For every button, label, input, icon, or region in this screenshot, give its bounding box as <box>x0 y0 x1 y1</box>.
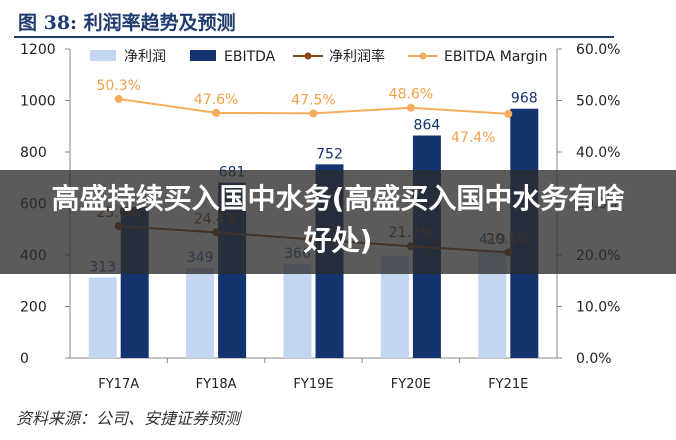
x-tick-label: FY18A <box>196 377 237 392</box>
legend-marker <box>419 52 427 60</box>
x-tick-label: FY21E <box>488 377 528 392</box>
legend-label: 净利润率 <box>329 48 385 65</box>
y-right-tick-label: 0.0% <box>576 351 612 367</box>
x-tick-label: FY19E <box>293 377 333 392</box>
y-right-tick-label: 50.0% <box>576 94 620 110</box>
line-point <box>212 108 221 117</box>
x-tick-label: FY17A <box>98 377 139 392</box>
bar <box>283 263 312 358</box>
line-label: 50.3% <box>96 78 140 94</box>
legend-label: EBITDA <box>224 49 276 65</box>
y-right-tick-label: 10.0% <box>576 300 620 316</box>
y-right-tick-label: 60.0% <box>576 42 620 58</box>
overlay-headline: 高盛持续买入国中水务(高盛买入国中水务有啥好处) <box>51 182 625 257</box>
bar <box>88 277 117 358</box>
legend-swatch <box>90 50 116 61</box>
legend-label: EBITDA Margin <box>444 49 548 65</box>
x-tick-label: FY20E <box>391 377 431 392</box>
y-left-tick-label: 1200 <box>20 42 56 58</box>
overlay-banner <box>0 170 676 274</box>
y-left-tick-label: 200 <box>20 300 47 316</box>
bar-label: 752 <box>316 146 343 162</box>
y-left-tick-label: 800 <box>20 145 47 161</box>
bar-label: 864 <box>414 118 441 134</box>
title-divider <box>14 36 614 38</box>
line-point <box>504 109 513 118</box>
line-point <box>309 109 318 118</box>
line-point <box>406 103 415 112</box>
line-point <box>114 94 123 103</box>
source-note: 资料来源：公司、安捷证券预测 <box>16 409 241 428</box>
legend-label: 净利润 <box>124 49 166 65</box>
y-left-tick-label: 0 <box>20 351 29 367</box>
legend-marker <box>304 52 312 60</box>
bar <box>186 268 215 358</box>
line-label: 47.4% <box>451 130 495 146</box>
bar-label: 968 <box>511 91 538 107</box>
y-right-tick-label: 40.0% <box>576 145 620 161</box>
legend: 净利润 EBITDA 净利润率 EBITDA Margin <box>90 48 548 65</box>
legend-swatch <box>190 50 216 61</box>
line-label: 47.5% <box>291 92 335 108</box>
y-left-tick-label: 1000 <box>20 94 56 110</box>
line-label: 47.6% <box>194 92 238 108</box>
figure-title: 图 38: 利润率趋势及预测 <box>18 12 236 34</box>
line-label: 48.6% <box>389 87 433 103</box>
